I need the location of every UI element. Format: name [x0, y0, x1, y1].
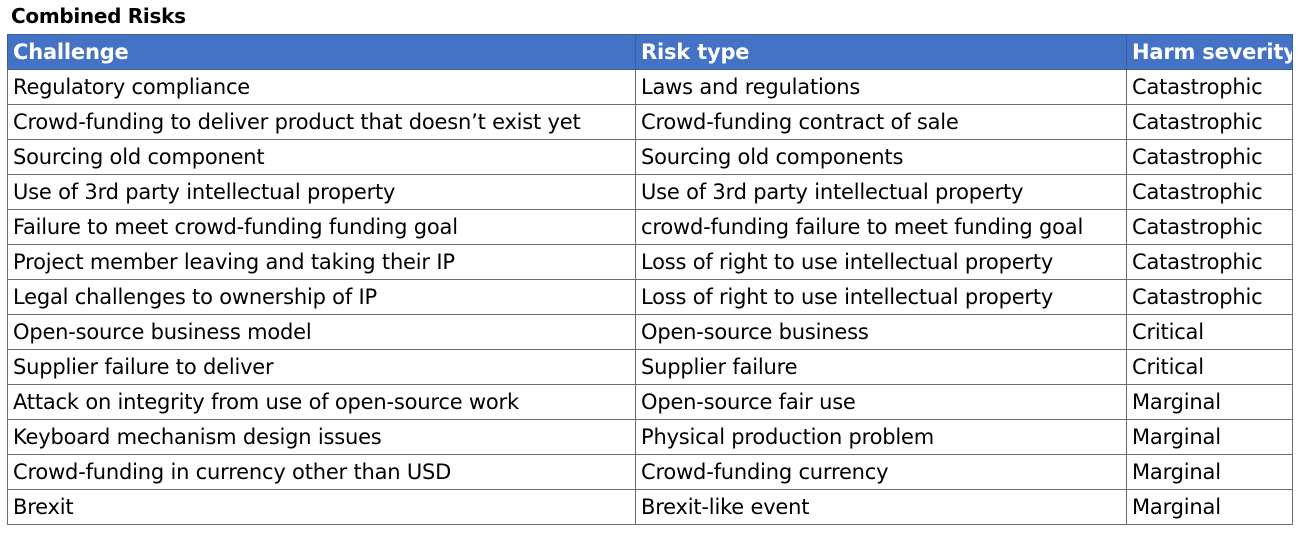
cell-harm-severity[interactable]: Critical	[1126, 314, 1293, 350]
cell-challenge[interactable]: Regulatory compliance	[7, 69, 636, 105]
table-row: Crowd-funding to deliver product that do…	[7, 104, 1293, 140]
cell-harm-severity[interactable]: Catastrophic	[1126, 174, 1293, 210]
cell-harm-severity[interactable]: Catastrophic	[1126, 139, 1293, 175]
table-row: Project member leaving and taking their …	[7, 244, 1293, 280]
cell-risk-type[interactable]: Supplier failure	[635, 349, 1127, 385]
cell-risk-type[interactable]: Open-source fair use	[635, 384, 1127, 420]
cell-harm-severity[interactable]: Marginal	[1126, 489, 1293, 525]
cell-challenge[interactable]: Use of 3rd party intellectual property	[7, 174, 636, 210]
cell-harm-severity[interactable]: Critical	[1126, 349, 1293, 385]
header-row: Challenge Risk type Harm severity	[7, 34, 1293, 70]
cell-harm-severity[interactable]: Catastrophic	[1126, 279, 1293, 315]
cell-challenge[interactable]: Crowd-funding in currency other than USD	[7, 454, 636, 490]
header-risk-type[interactable]: Risk type	[635, 34, 1127, 70]
cell-risk-type[interactable]: Loss of right to use intellectual proper…	[635, 244, 1127, 280]
cell-challenge[interactable]: Attack on integrity from use of open-sou…	[7, 384, 636, 420]
cell-challenge[interactable]: Project member leaving and taking their …	[7, 244, 636, 280]
cell-challenge[interactable]: Sourcing old component	[7, 139, 636, 175]
cell-risk-type[interactable]: Crowd-funding currency	[635, 454, 1127, 490]
table-row: Keyboard mechanism design issues Physical…	[7, 419, 1293, 455]
cell-challenge[interactable]: Supplier failure to deliver	[7, 349, 636, 385]
cell-risk-type[interactable]: Open-source business	[635, 314, 1127, 350]
cell-harm-severity[interactable]: Marginal	[1126, 454, 1293, 490]
table-row: Supplier failure to deliver Supplier fail…	[7, 349, 1293, 385]
table-title: Combined Risks	[11, 4, 186, 28]
table-row: Sourcing old component Sourcing old compo…	[7, 139, 1293, 175]
table-row: Attack on integrity from use of open-sou…	[7, 384, 1293, 420]
cell-risk-type[interactable]: Crowd-funding contract of sale	[635, 104, 1127, 140]
header-challenge[interactable]: Challenge	[7, 34, 636, 70]
cell-risk-type[interactable]: Use of 3rd party intellectual property	[635, 174, 1127, 210]
cell-harm-severity[interactable]: Catastrophic	[1126, 209, 1293, 245]
cell-risk-type[interactable]: Laws and regulations	[635, 69, 1127, 105]
cell-risk-type[interactable]: Sourcing old components	[635, 139, 1127, 175]
cell-challenge[interactable]: Open-source business model	[7, 314, 636, 350]
cell-harm-severity[interactable]: Marginal	[1126, 384, 1293, 420]
table-row: Open-source business model Open-source bu…	[7, 314, 1293, 350]
header-harm-severity[interactable]: Harm severity	[1126, 34, 1293, 70]
combined-risks-table: Challenge Risk type Harm severity Regula…	[7, 34, 1293, 525]
cell-risk-type[interactable]: crowd-funding failure to meet funding go…	[635, 209, 1127, 245]
cell-harm-severity[interactable]: Marginal	[1126, 419, 1293, 455]
cell-challenge[interactable]: Crowd-funding to deliver product that do…	[7, 104, 636, 140]
cell-harm-severity[interactable]: Catastrophic	[1126, 104, 1293, 140]
table-row: Use of 3rd party intellectual property Us…	[7, 174, 1293, 210]
table-row: Legal challenges to ownership of IP Loss …	[7, 279, 1293, 315]
cell-risk-type[interactable]: Loss of right to use intellectual proper…	[635, 279, 1127, 315]
table-row: Crowd-funding in currency other than USD…	[7, 454, 1293, 490]
cell-harm-severity[interactable]: Catastrophic	[1126, 69, 1293, 105]
table-row: Brexit Brexit-like event Marginal	[7, 489, 1293, 525]
table-row: Regulatory compliance Laws and regulation…	[7, 69, 1293, 105]
cell-risk-type[interactable]: Brexit-like event	[635, 489, 1127, 525]
cell-challenge[interactable]: Keyboard mechanism design issues	[7, 419, 636, 455]
table-row: Failure to meet crowd-funding funding go…	[7, 209, 1293, 245]
cell-challenge[interactable]: Legal challenges to ownership of IP	[7, 279, 636, 315]
cell-challenge[interactable]: Brexit	[7, 489, 636, 525]
cell-challenge[interactable]: Failure to meet crowd-funding funding go…	[7, 209, 636, 245]
cell-harm-severity[interactable]: Catastrophic	[1126, 244, 1293, 280]
cell-risk-type[interactable]: Physical production problem	[635, 419, 1127, 455]
